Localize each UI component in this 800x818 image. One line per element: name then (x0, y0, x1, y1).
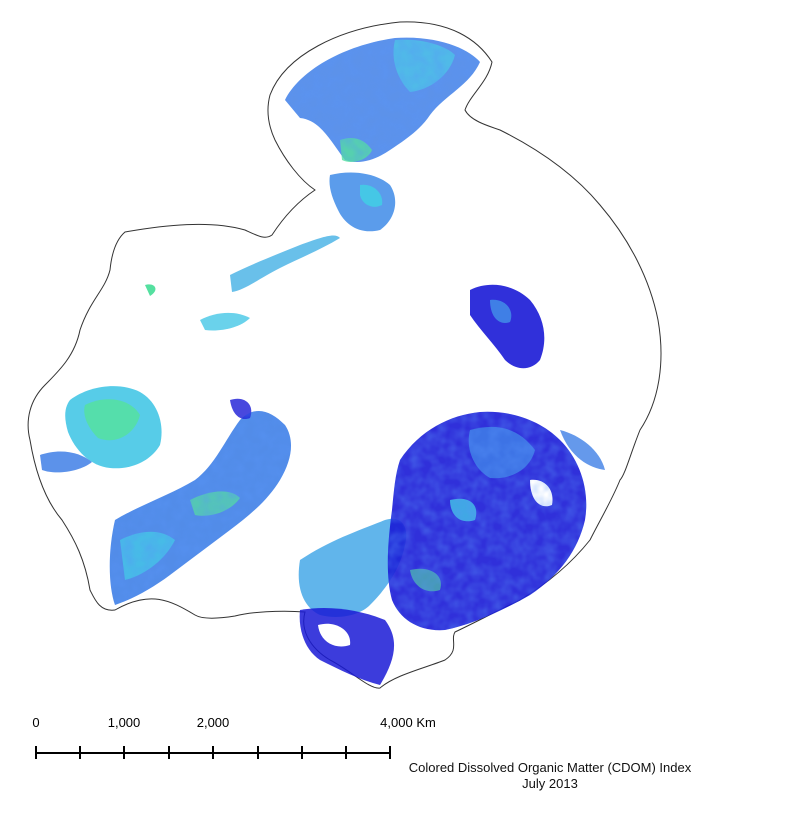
scale-tick (35, 746, 37, 759)
scale-tick (301, 746, 303, 759)
cdom-map (27, 21, 662, 689)
scale-tick (168, 746, 170, 759)
scale-label-1000: 1,000 (107, 715, 141, 730)
map-date: July 2013 (522, 776, 578, 791)
cdom-texture (109, 37, 587, 631)
scale-label-2000: 2,000 (196, 715, 230, 730)
scale-tick (389, 746, 391, 759)
scale-tick (257, 746, 259, 759)
scale-bar: 0 1,000 2,000 4,000 Km (0, 715, 436, 765)
map-canvas (27, 21, 662, 689)
scale-tick (79, 746, 81, 759)
scale-tick (345, 746, 347, 759)
scale-unit: Km (416, 715, 436, 730)
scale-label-4000: 4,000 Km (380, 715, 436, 730)
map-title: Colored Dissolved Organic Matter (CDOM) … (408, 760, 692, 775)
scale-tick (212, 746, 214, 759)
map-title-block: Colored Dissolved Organic Matter (CDOM) … (400, 760, 700, 792)
scale-label-0: 0 (32, 715, 40, 730)
scale-tick (123, 746, 125, 759)
